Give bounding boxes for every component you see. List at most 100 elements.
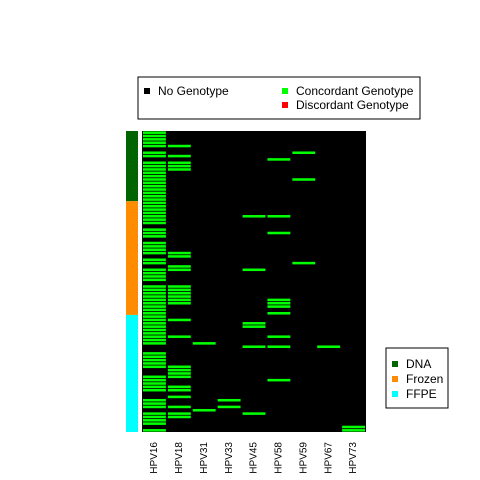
concordant-cell-hpv16-63 (143, 342, 166, 345)
concordant-cell-hpv16-46 (143, 285, 166, 288)
concordant-cell-hpv16-70 (143, 365, 166, 369)
concordant-cell-hpv16-29 (143, 228, 166, 231)
concordant-cell-hpv16-75 (143, 382, 166, 385)
concordant-cell-hpv67-64 (317, 345, 341, 348)
concordant-cell-hpv18-85 (167, 415, 191, 419)
sample-group-ffpe (126, 314, 138, 432)
concordant-cell-hpv16-13 (143, 174, 166, 178)
sample-type-swatch-frozen (392, 376, 398, 382)
column-label-hpv31: HPV31 (199, 442, 210, 474)
concordant-cell-hpv18-11 (167, 168, 191, 171)
concordant-cell-hpv45-58 (242, 325, 266, 328)
concordant-cell-hpv59-14 (292, 178, 316, 181)
concordant-cell-hpv16-34 (143, 245, 166, 248)
concordant-cell-hpv18-82 (167, 405, 191, 409)
concordant-cell-hpv18-37 (167, 255, 191, 258)
concordant-cell-hpv18-72 (167, 372, 191, 375)
concordant-cell-hpv18-61 (167, 335, 191, 338)
concordant-cell-hpv45-64 (242, 345, 266, 348)
concordant-cell-hpv16-50 (143, 298, 166, 302)
concordant-cell-hpv16-67 (143, 355, 166, 359)
concordant-cell-hpv16-11 (143, 168, 166, 171)
concordant-cell-hpv16-3 (143, 141, 166, 144)
concordant-cell-hpv59-39 (292, 261, 316, 265)
concordant-cell-hpv16-62 (143, 338, 166, 342)
sample-type-label-frozen: Frozen (406, 372, 443, 386)
concordant-cell-hpv16-51 (143, 301, 166, 305)
concordant-cell-hpv18-77 (167, 388, 191, 392)
concordant-cell-hpv16-15 (143, 181, 166, 185)
concordant-cell-hpv33-80 (217, 398, 241, 402)
status-legend: No Genotype Concordant GenotypeDiscordant… (137, 76, 421, 120)
concordant-cell-hpv18-51 (167, 301, 191, 305)
concordant-cell-hpv45-25 (242, 215, 266, 218)
concordant-cell-hpv18-49 (167, 295, 191, 298)
concordant-cell-hpv16-27 (143, 221, 166, 225)
concordant-cell-hpv16-30 (143, 231, 166, 235)
concordant-cell-hpv16-14 (143, 178, 166, 181)
status-legend-label-no-genotype: No Genotype (158, 84, 229, 98)
concordant-cell-hpv58-51 (267, 301, 291, 305)
concordant-cell-hpv16-6 (143, 151, 166, 155)
status-legend-swatch-no-genotype (144, 88, 150, 94)
column-label-hpv45: HPV45 (249, 442, 260, 474)
concordant-cell-hpv18-4 (167, 144, 191, 148)
sample-type-label-ffpe: FFPE (406, 387, 437, 401)
concordant-cell-hpv16-76 (143, 385, 166, 389)
concordant-cell-hpv16-81 (143, 402, 166, 405)
concordant-cell-hpv16-23 (143, 208, 166, 211)
concordant-cell-hpv58-61 (267, 335, 291, 338)
concordant-cell-hpv16-44 (143, 278, 166, 282)
concordant-cell-hpv58-74 (267, 378, 291, 382)
concordant-cell-hpv58-54 (267, 312, 291, 315)
concordant-cell-hpv16-18 (143, 191, 166, 195)
concordant-cell-hpv16-60 (143, 332, 166, 335)
sample-type-label-dna: DNA (406, 357, 431, 371)
concordant-cell-hpv16-31 (143, 235, 166, 238)
concordant-cell-hpv16-52 (143, 305, 166, 308)
concordant-cell-hpv18-76 (167, 385, 191, 389)
sample-type-swatch-ffpe (392, 391, 398, 397)
concordant-cell-hpv18-79 (167, 395, 191, 399)
heatmap-cells (143, 131, 365, 432)
status-legend-label-concordant-genotype: Concordant Genotype (296, 84, 414, 98)
concordant-cell-hpv16-7 (143, 154, 166, 158)
concordant-cell-hpv16-59 (143, 328, 166, 332)
concordant-cell-hpv59-6 (292, 151, 316, 155)
concordant-cell-hpv16-84 (143, 412, 166, 415)
concordant-cell-hpv16-47 (143, 288, 166, 292)
concordant-cell-hpv16-9 (143, 161, 166, 165)
concordant-cell-hpv18-50 (167, 298, 191, 302)
concordant-cell-hpv16-21 (143, 201, 166, 205)
concordant-cell-hpv16-48 (143, 291, 166, 295)
concordant-cell-hpv31-83 (192, 408, 216, 412)
sample-type-swatch-dna (392, 361, 398, 367)
concordant-cell-hpv16-58 (143, 325, 166, 328)
concordant-cell-hpv16-87 (143, 422, 166, 425)
concordant-cell-hpv45-57 (242, 322, 266, 325)
concordant-cell-hpv16-55 (143, 315, 166, 318)
concordant-cell-hpv16-56 (143, 318, 166, 322)
concordant-cell-hpv16-16 (143, 184, 166, 188)
column-label-hpv73: HPV73 (348, 442, 359, 474)
concordant-cell-hpv58-64 (267, 345, 291, 348)
concordant-cell-hpv18-7 (167, 154, 191, 158)
concordant-cell-hpv16-68 (143, 358, 166, 362)
concordant-cell-hpv16-86 (143, 419, 166, 422)
concordant-cell-hpv16-10 (143, 164, 166, 168)
sample-group-dna (126, 131, 138, 202)
concordant-cell-hpv58-30 (267, 231, 291, 235)
concordant-cell-hpv16-17 (143, 188, 166, 191)
concordant-cell-hpv16-77 (143, 388, 166, 392)
sample-type-bar (126, 131, 138, 432)
column-label-hpv59: HPV59 (298, 442, 309, 474)
concordant-cell-hpv58-8 (267, 158, 291, 161)
concordant-cell-hpv16-61 (143, 335, 166, 338)
concordant-cell-hpv18-10 (167, 164, 191, 168)
concordant-cell-hpv16-69 (143, 362, 166, 365)
concordant-cell-hpv18-40 (167, 265, 191, 268)
concordant-cell-hpv16-42 (143, 271, 166, 275)
column-labels: HPV16 HPV18 HPV31 HPV33 HPV45 HPV58 HPV59 HPV67… (149, 442, 359, 474)
